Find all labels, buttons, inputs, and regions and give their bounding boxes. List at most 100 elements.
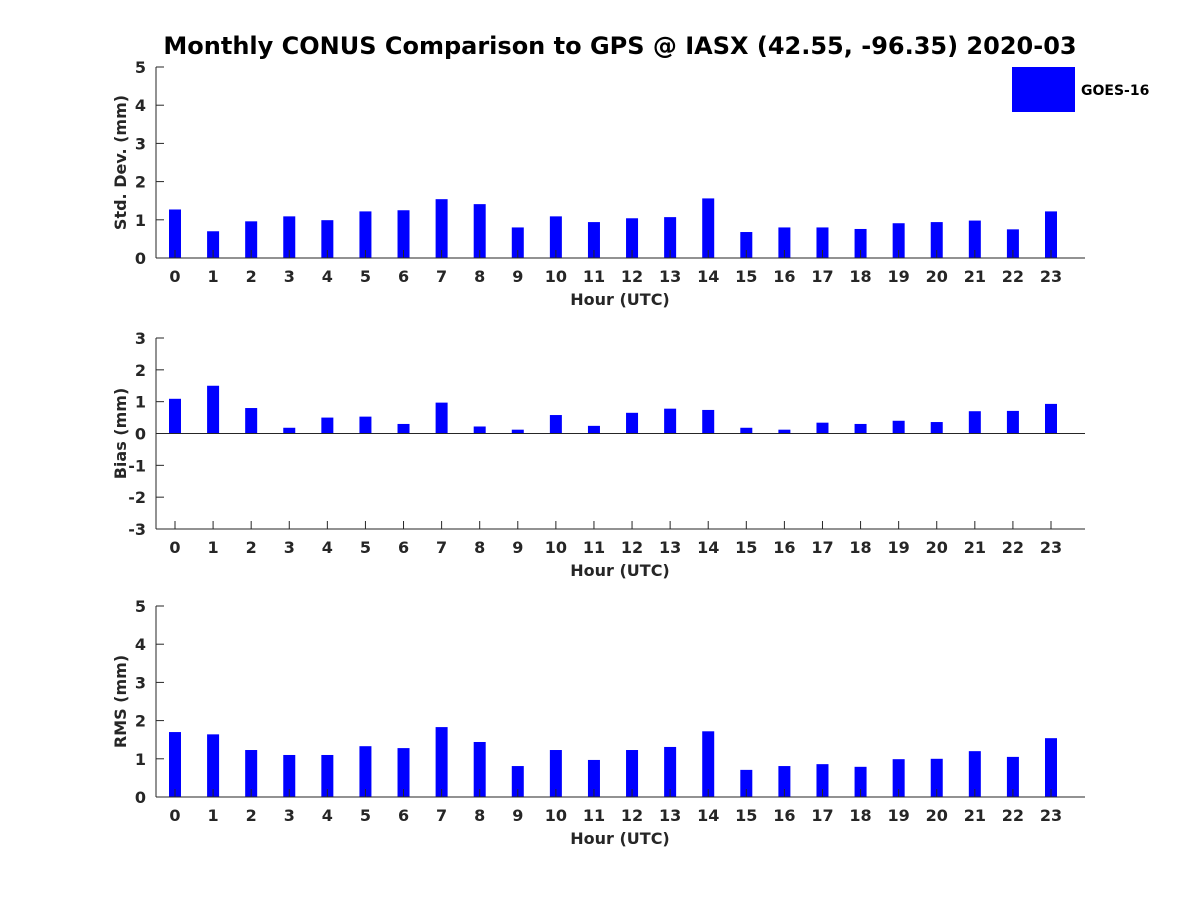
rms-x-tick-label: 13 (659, 806, 681, 825)
rms-bar-hour-0 (169, 732, 181, 797)
bias-x-tick-label: 13 (659, 538, 681, 557)
std-dev-bar-hour-10 (549, 216, 562, 258)
rms-y-tick-label: 0 (135, 788, 146, 807)
bias-x-tick-label: 10 (545, 538, 567, 557)
bias-x-tick-label: 5 (360, 538, 371, 557)
rms-bar-hour-2 (245, 750, 258, 797)
std-dev-x-tick-label: 16 (773, 267, 795, 286)
rms-bar-hour-20 (930, 758, 943, 797)
rms-bar-hour-9 (511, 766, 524, 797)
std-dev-x-tick-label: 22 (1002, 267, 1024, 286)
rms-bar-hour-13 (664, 746, 677, 797)
std-dev-x-tick-label: 5 (360, 267, 371, 286)
std-dev-x-tick-label: 7 (436, 267, 447, 286)
std-dev-bar-hour-5 (359, 211, 372, 258)
rms-y-tick-label: 4 (135, 635, 146, 654)
rms-y-tick-label: 3 (135, 673, 146, 692)
std-dev-y-label: Std. Dev. (mm) (111, 95, 130, 230)
std-dev-x-tick-label: 4 (322, 267, 333, 286)
std-dev-x-tick-label: 2 (246, 267, 257, 286)
rms-y-tick-label: 2 (135, 712, 146, 731)
bias-bar-hour-4 (321, 417, 334, 434)
bias-bar-hour-3 (283, 427, 296, 434)
bias-bar-hour-18 (854, 423, 867, 434)
std-dev-bar-hour-0 (169, 209, 181, 258)
legend: GOES-16 (1012, 67, 1149, 112)
rms-x-tick-label: 1 (208, 806, 219, 825)
rms-x-tick-label: 22 (1002, 806, 1024, 825)
bias-bar-hour-0 (169, 398, 181, 434)
bias-y-label: Bias (mm) (111, 388, 130, 480)
std-dev-x-tick-label: 21 (964, 267, 986, 286)
bias-bar-hour-15 (740, 427, 753, 434)
bias-x-tick-label: 14 (697, 538, 719, 557)
bias-bar-hour-22 (1006, 410, 1019, 434)
bias-bar-hour-5 (359, 416, 372, 434)
rms-bar-hour-4 (321, 754, 334, 797)
bias-x-tick-label: 23 (1040, 538, 1062, 557)
bias-bar-hour-17 (816, 422, 829, 434)
bias-x-tick-label: 9 (512, 538, 523, 557)
bias-bar-hour-2 (245, 408, 258, 434)
std-dev-x-tick-label: 19 (888, 267, 910, 286)
std-dev-bar-hour-16 (778, 227, 791, 258)
bias-y-tick-label: 2 (135, 361, 146, 380)
std-dev-bar-hour-6 (397, 210, 410, 258)
std-dev-x-tick-label: 6 (398, 267, 409, 286)
rms-x-tick-label: 15 (735, 806, 757, 825)
std-dev-bar-hour-12 (626, 218, 639, 258)
bias-x-tick-label: 7 (436, 538, 447, 557)
std-dev-bar-hour-18 (854, 228, 867, 258)
bias-bar-hour-6 (397, 423, 410, 434)
rms-x-tick-label: 10 (545, 806, 567, 825)
std-dev-x-tick-label: 0 (169, 267, 180, 286)
rms-y-tick-label: 5 (135, 597, 146, 616)
chart-title: Monthly CONUS Comparison to GPS @ IASX (… (163, 32, 1076, 60)
rms-bar-hour-19 (892, 759, 905, 797)
std-dev-x-tick-label: 13 (659, 267, 681, 286)
std-dev-bar-hour-7 (435, 199, 448, 258)
std-dev-bar-hour-8 (473, 204, 486, 258)
rms-x-tick-label: 14 (697, 806, 719, 825)
std-dev-x-tick-label: 3 (284, 267, 295, 286)
std-dev-bar-hour-1 (207, 231, 220, 258)
rms-x-tick-label: 3 (284, 806, 295, 825)
std-dev-x-tick-label: 23 (1040, 267, 1062, 286)
rms-bar-hour-21 (968, 751, 981, 797)
bias-x-tick-label: 19 (888, 538, 910, 557)
bias-bar-hour-23 (1045, 403, 1057, 434)
bias-x-tick-label: 16 (773, 538, 795, 557)
std-dev-y-tick-label: 4 (135, 96, 146, 115)
rms-bar-hour-5 (359, 746, 372, 797)
std-dev-x-label: Hour (UTC) (570, 290, 670, 309)
rms-bar-hour-11 (587, 759, 600, 797)
bias-y-tick-label: -2 (128, 488, 146, 507)
rms-bar-hour-10 (549, 750, 562, 797)
bias-y-tick-label: 0 (135, 425, 146, 444)
rms-x-tick-label: 18 (849, 806, 871, 825)
bias-x-tick-label: 0 (169, 538, 180, 557)
std-dev-bar-hour-20 (930, 222, 943, 258)
std-dev-y-tick-label: 1 (135, 211, 146, 230)
std-dev-bar-hour-17 (816, 227, 829, 258)
std-dev-x-tick-label: 10 (545, 267, 567, 286)
bias-x-tick-label: 18 (849, 538, 871, 557)
rms-x-tick-label: 23 (1040, 806, 1062, 825)
rms-bar-hour-23 (1045, 738, 1057, 797)
std-dev-x-tick-label: 15 (735, 267, 757, 286)
bias-y-tick-label: 1 (135, 393, 146, 412)
bias-x-tick-label: 11 (583, 538, 605, 557)
rms-x-tick-label: 17 (811, 806, 833, 825)
rms-x-tick-label: 11 (583, 806, 605, 825)
bias-x-tick-label: 8 (474, 538, 485, 557)
std-dev-x-tick-label: 17 (811, 267, 833, 286)
rms-x-tick-label: 2 (246, 806, 257, 825)
std-dev-bar-hour-15 (740, 232, 753, 258)
std-dev-x-tick-label: 11 (583, 267, 605, 286)
rms-x-tick-label: 20 (926, 806, 948, 825)
rms-x-tick-label: 19 (888, 806, 910, 825)
bias-x-tick-label: 3 (284, 538, 295, 557)
